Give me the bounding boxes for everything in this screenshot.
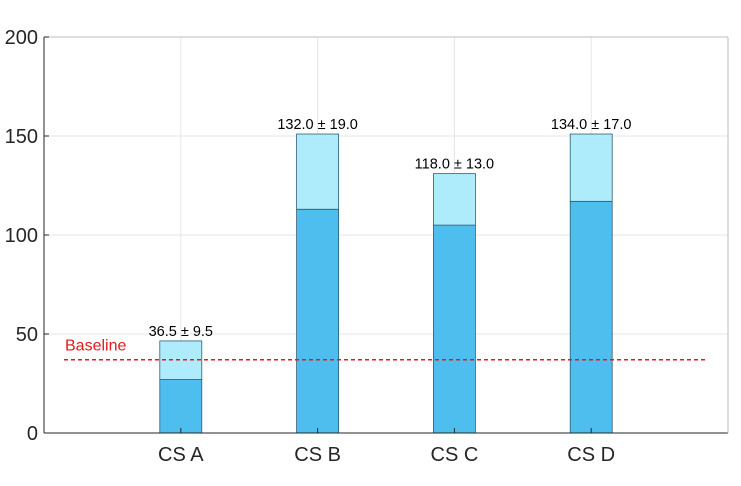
bar-segment-1 <box>569 200 613 434</box>
bar-segment-2 <box>159 340 203 380</box>
x-tick-label: CS C <box>431 444 479 466</box>
data-label: 36.5 ± 9.5 <box>149 324 213 340</box>
data-label: 134.0 ± 17.0 <box>551 117 632 133</box>
y-tick-label: 150 <box>5 126 38 148</box>
bars <box>159 133 613 434</box>
x-tick-label: CS A <box>158 444 204 466</box>
x-tick-label: CS D <box>567 444 615 466</box>
data-labels: 36.5 ± 9.5 132.0 ± 19.0 118.0 ± 13.0 134.0 … <box>149 117 632 340</box>
grid <box>44 36 728 434</box>
data-label: 132.0 ± 19.0 <box>277 117 358 133</box>
bar-segment-2 <box>296 133 340 210</box>
bar-segment-1 <box>296 208 340 434</box>
y-tick-label: 0 <box>27 423 38 445</box>
y-tick-label: 100 <box>5 225 38 247</box>
axes: 0 50 100 150 200 CS A CS B CS C CS D <box>5 27 729 466</box>
bar-segment-1 <box>432 224 476 434</box>
bar-segment-2 <box>569 133 613 202</box>
y-tick-label: 50 <box>16 324 38 346</box>
data-label: 118.0 ± 13.0 <box>415 157 494 173</box>
y-tick-label: 200 <box>5 27 38 49</box>
x-tick-label: CS B <box>294 444 341 466</box>
baseline-label: Baseline <box>65 338 126 355</box>
bar-segment-1 <box>159 379 203 434</box>
baseline-reference: Baseline <box>64 338 708 361</box>
bar-segment-2 <box>432 173 476 226</box>
